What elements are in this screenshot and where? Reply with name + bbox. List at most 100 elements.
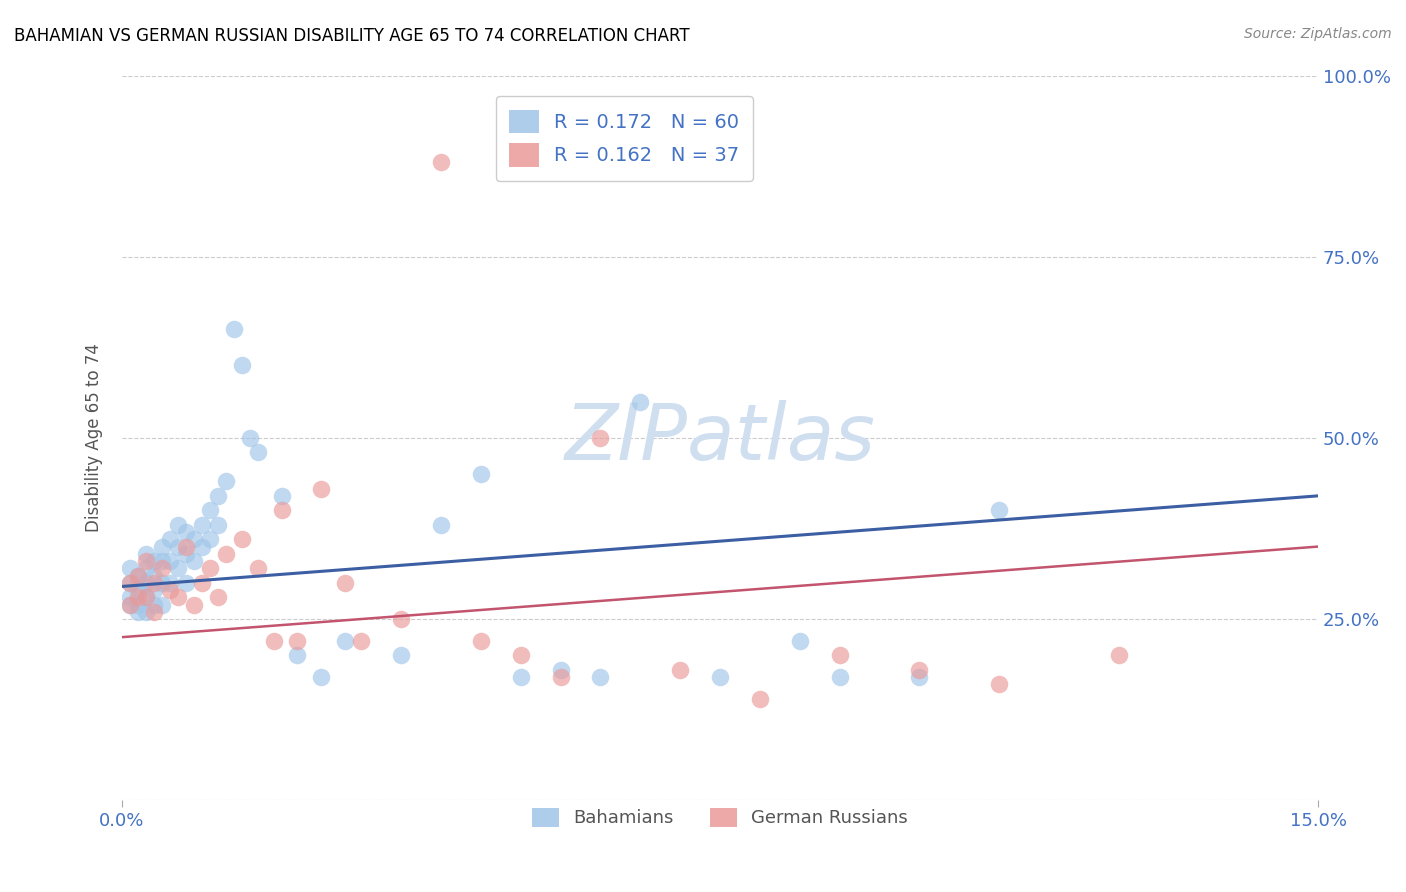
Point [335, 575, 357, 590]
Point [174, 547, 197, 561]
Point [430, 517, 453, 532]
Point [159, 554, 181, 568]
Point [215, 547, 238, 561]
Text: Source: ZipAtlas.com: Source: ZipAtlas.com [1244, 27, 1392, 41]
Point [589, 670, 612, 684]
Point [215, 475, 238, 489]
Text: BAHAMIAN VS GERMAN RUSSIAN DISABILITY AGE 65 TO 74 CORRELATION CHART: BAHAMIAN VS GERMAN RUSSIAN DISABILITY AG… [14, 27, 690, 45]
Point [142, 598, 165, 612]
Point [183, 554, 205, 568]
Point [1108, 648, 1130, 663]
Point [350, 633, 373, 648]
Point [159, 533, 181, 547]
Point [287, 633, 309, 648]
Point [118, 575, 141, 590]
Point [142, 605, 165, 619]
Point [311, 482, 333, 496]
Point [118, 598, 141, 612]
Point [167, 517, 190, 532]
Point [127, 568, 149, 582]
Point [231, 359, 253, 373]
Point [509, 648, 531, 663]
Point [207, 517, 229, 532]
Point [142, 568, 165, 582]
Point [150, 598, 173, 612]
Point [159, 575, 181, 590]
Point [550, 663, 572, 677]
Point [142, 554, 165, 568]
Point [191, 517, 214, 532]
Point [142, 582, 165, 597]
Point [183, 598, 205, 612]
Point [127, 598, 149, 612]
Point [167, 591, 190, 605]
Point [335, 633, 357, 648]
Point [135, 575, 157, 590]
Point [207, 489, 229, 503]
Point [270, 489, 292, 503]
Point [150, 554, 173, 568]
Point [118, 561, 141, 575]
Point [127, 582, 149, 597]
Point [150, 540, 173, 554]
Point [167, 561, 190, 575]
Point [709, 670, 731, 684]
Point [127, 568, 149, 582]
Point [198, 533, 221, 547]
Point [118, 575, 141, 590]
Point [287, 648, 309, 663]
Point [908, 663, 931, 677]
Point [127, 575, 149, 590]
Point [628, 394, 651, 409]
Point [135, 547, 157, 561]
Point [198, 503, 221, 517]
Point [908, 670, 931, 684]
Point [135, 591, 157, 605]
Point [159, 582, 181, 597]
Point [470, 467, 492, 482]
Point [135, 591, 157, 605]
Point [167, 540, 190, 554]
Point [311, 670, 333, 684]
Y-axis label: Disability Age 65 to 74: Disability Age 65 to 74 [86, 343, 103, 533]
Point [191, 575, 214, 590]
Point [470, 633, 492, 648]
Point [246, 445, 269, 459]
Point [150, 575, 173, 590]
Point [127, 605, 149, 619]
Point [135, 554, 157, 568]
Point [222, 322, 245, 336]
Point [174, 575, 197, 590]
Point [828, 648, 851, 663]
Point [669, 663, 692, 677]
Point [135, 561, 157, 575]
Point [270, 503, 292, 517]
Point [150, 561, 173, 575]
Point [118, 591, 141, 605]
Point [118, 598, 141, 612]
Point [988, 677, 1011, 691]
Point [509, 670, 531, 684]
Point [174, 540, 197, 554]
Point [389, 648, 412, 663]
Point [127, 591, 149, 605]
Point [430, 155, 453, 169]
Point [828, 670, 851, 684]
Point [142, 575, 165, 590]
Text: ZIPatlas: ZIPatlas [565, 400, 876, 475]
Point [789, 633, 811, 648]
Point [389, 612, 412, 626]
Point [988, 503, 1011, 517]
Point [183, 533, 205, 547]
Point [198, 561, 221, 575]
Point [174, 525, 197, 540]
Point [135, 605, 157, 619]
Point [191, 540, 214, 554]
Point [207, 591, 229, 605]
Point [246, 561, 269, 575]
Point [263, 633, 285, 648]
Point [749, 691, 772, 706]
Point [231, 533, 253, 547]
Point [239, 431, 262, 445]
Legend: Bahamians, German Russians: Bahamians, German Russians [524, 801, 915, 835]
